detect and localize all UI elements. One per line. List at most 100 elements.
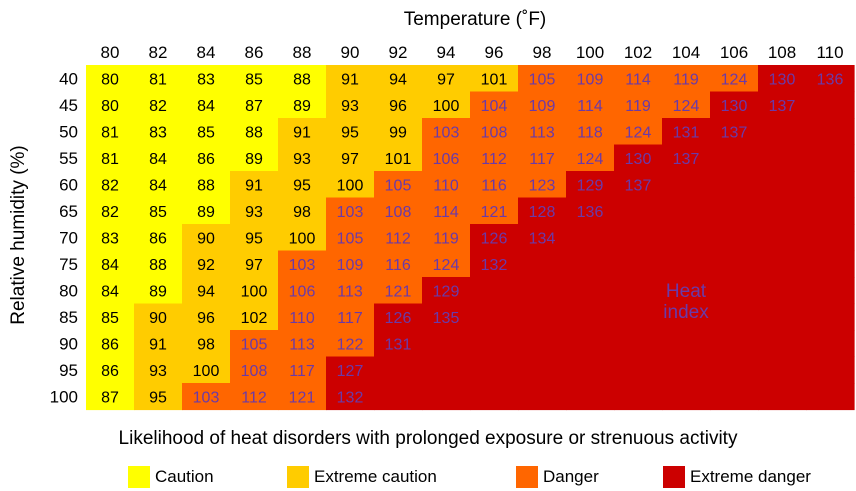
heatmap-cell: [230, 144, 279, 172]
cell-value: 119: [433, 230, 459, 247]
heatmap-cell: [662, 383, 711, 411]
heatmap-cell: [662, 144, 711, 172]
cell-value: 106: [289, 283, 316, 300]
heatmap-cell: [278, 383, 327, 411]
heatmap-cell: [470, 303, 519, 331]
heatmap-cell: [518, 383, 567, 411]
heatmap-cell: [614, 118, 663, 146]
heatmap-cell: [134, 356, 183, 384]
x-tick-label: 110: [816, 43, 843, 62]
legend-item: Danger: [516, 466, 599, 488]
heatmap-cell: [374, 118, 423, 146]
heatmap-cell: [182, 330, 231, 358]
cell-value: 109: [577, 71, 604, 88]
cell-value: 103: [433, 124, 460, 141]
heatmap-cell: [470, 356, 519, 384]
cell-value: 100: [193, 363, 220, 380]
heatmap-cell: [422, 330, 471, 358]
cell-value: 84: [149, 151, 167, 168]
x-tick-label: 102: [624, 43, 652, 62]
heatmap-cell: [278, 91, 327, 119]
heatmap-cell: [86, 65, 135, 93]
heatmap-cell: [86, 303, 135, 331]
cell-value: 97: [341, 151, 359, 168]
cell-value: 89: [293, 98, 311, 115]
heatmap-cell: [86, 118, 135, 146]
heatmap-cell: [422, 144, 471, 172]
heatmap-cell: [230, 118, 279, 146]
heatmap-cell: [518, 144, 567, 172]
cell-value: 131: [385, 336, 412, 353]
cell-value: 86: [197, 151, 215, 168]
cell-value: 123: [529, 177, 556, 194]
cell-value: 86: [101, 363, 119, 380]
heatmap-cell: [758, 330, 807, 358]
cell-value: 99: [389, 124, 407, 141]
cell-value: 83: [149, 124, 167, 141]
cell-value: 80: [101, 71, 119, 88]
heatmap-cell: [374, 91, 423, 119]
cell-value: 105: [529, 71, 556, 88]
cell-value: 109: [337, 257, 364, 274]
cell-value: 113: [337, 283, 363, 300]
cell-value: 136: [577, 204, 604, 221]
heatmap-cell: [134, 144, 183, 172]
cell-value: 81: [101, 124, 119, 141]
x-tick-labels: 80 82 84 86 88 90 92 94 96 98 100 102 104 106 108 110: [101, 43, 844, 62]
heatmap-cell: [182, 65, 231, 93]
cell-value: 137: [625, 177, 652, 194]
cell-value: 81: [101, 151, 119, 168]
heatmap-cell: [518, 65, 567, 93]
heatmap-cell: [374, 197, 423, 225]
legend-label: Danger: [543, 467, 599, 486]
heatmap-cell: [614, 224, 663, 252]
heatmap-cell: [182, 197, 231, 225]
heatmap-cell: [134, 118, 183, 146]
heatmap-cell: [278, 144, 327, 172]
heatmap-cell: [230, 250, 279, 278]
heatmap-cell: [86, 356, 135, 384]
heatmap-cell: [614, 383, 663, 411]
heatmap-cell: [86, 250, 135, 278]
heatmap-cell: [566, 224, 615, 252]
heatmap-cell: [326, 330, 375, 358]
heatmap-cell: [326, 144, 375, 172]
heatmap-cell: [182, 224, 231, 252]
heatmap-cell: [326, 171, 375, 199]
x-tick-label: 108: [768, 43, 796, 62]
heatmap-cell: [326, 118, 375, 146]
cell-value: 95: [293, 177, 311, 194]
cell-value: 88: [245, 124, 263, 141]
cell-value: 84: [101, 283, 119, 300]
cell-value: 113: [529, 124, 555, 141]
heatmap-cell: [182, 144, 231, 172]
cell-value: 90: [149, 310, 167, 327]
cell-value: 103: [193, 389, 220, 406]
heatmap-cell: [710, 303, 759, 331]
heatmap-cell: [518, 171, 567, 199]
heatmap-cell: [470, 144, 519, 172]
cell-value: 85: [245, 71, 263, 88]
y-tick-labels: 40 45 50 55 60 65 70 75 80 85 90 95 100: [50, 69, 78, 406]
heatmap-cell: [662, 277, 711, 305]
heatmap-cell: [518, 224, 567, 252]
cell-value: 96: [389, 98, 407, 115]
heatmap-cell: [134, 197, 183, 225]
cell-value: 126: [385, 310, 412, 327]
heatmap-cell: [422, 356, 471, 384]
heatmap-cell: [326, 197, 375, 225]
heatmap-cell: [470, 383, 519, 411]
legend-item: Extreme danger: [663, 466, 811, 488]
cell-value: 93: [245, 204, 263, 221]
cell-value: 94: [197, 283, 215, 300]
cell-value: 130: [769, 71, 796, 88]
heatmap-cell: [230, 277, 279, 305]
cell-value: 102: [241, 310, 268, 327]
heatmap-cell: [566, 91, 615, 119]
heatmap-cell: [326, 383, 375, 411]
cell-value: 114: [577, 98, 603, 115]
heatmap-cell: [326, 250, 375, 278]
cell-value: 91: [149, 336, 167, 353]
heatmap-cell: [806, 197, 855, 225]
x-tick-label: 98: [533, 43, 552, 62]
